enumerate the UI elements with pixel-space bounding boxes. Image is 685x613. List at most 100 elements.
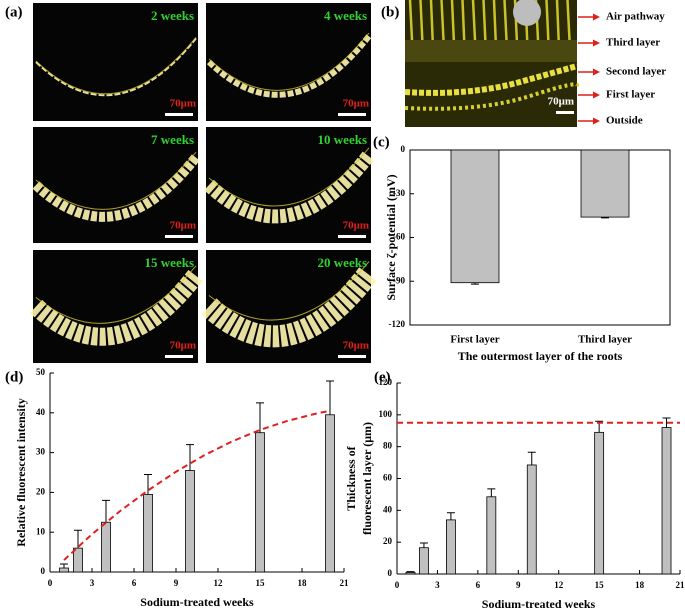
scale-bar (556, 111, 574, 114)
arrow-head (593, 91, 600, 99)
cell-wall (408, 0, 414, 41)
x-tick-label: 21 (340, 578, 350, 588)
y-tick-label: -30 (393, 188, 405, 198)
annotation: Air pathway (606, 11, 665, 23)
bar (101, 521, 111, 573)
micrograph (33, 250, 198, 363)
week-caption: 10 weeks (318, 132, 367, 147)
panel-label: (e) (374, 369, 391, 385)
x-tick-label: 9 (516, 580, 521, 590)
arrow-head (593, 39, 600, 47)
x-tick-label: 9 (174, 578, 179, 588)
x-tick-label: 15 (595, 580, 605, 590)
fluorescent-layer-edge (208, 147, 370, 207)
fluorescent-layer-edge (35, 265, 197, 324)
bar (185, 470, 195, 573)
panel-label: (c) (373, 134, 390, 150)
bar (143, 493, 153, 573)
x-tick-label: 0 (48, 578, 53, 588)
fluorescent-layer (206, 34, 372, 98)
scale-bar (338, 113, 366, 116)
error-bar (406, 571, 415, 573)
error-bar (102, 499, 110, 523)
x-tick-label: 18 (298, 578, 308, 588)
panel-label: (d) (5, 369, 23, 385)
error-bar (446, 512, 455, 520)
bar (73, 547, 83, 573)
y-tick-label: 30 (36, 447, 46, 457)
y-tick-label: 50 (36, 367, 46, 377)
y-tick-label: 80 (383, 441, 393, 451)
bar (446, 519, 456, 575)
y-tick-label: 40 (36, 407, 46, 417)
annotation: Second layer (606, 66, 666, 78)
scale-label: 70μm (170, 220, 196, 232)
fluorescent-layer (204, 150, 375, 224)
fluorescent-layer-edge (208, 32, 370, 91)
y-tick-label: -60 (393, 232, 405, 242)
x-tick-label: 0 (395, 580, 400, 590)
y-tick-label: -120 (389, 319, 406, 329)
plot-frame (409, 149, 671, 326)
annotation: Third layer (606, 37, 660, 49)
third-layer (405, 40, 577, 62)
bar (450, 149, 500, 284)
x-tick-label: 6 (132, 578, 137, 588)
cell-wall (471, 0, 477, 41)
error-bar (144, 473, 152, 495)
fluorescent-layer (35, 37, 197, 97)
y-axis-label: Surface ζ-potential (mV) (384, 174, 398, 300)
cell-wall (503, 0, 508, 41)
error-bar (662, 417, 671, 428)
x-tick-label: 6 (476, 580, 481, 590)
week-caption: 2 weeks (151, 8, 194, 23)
micrograph (206, 127, 371, 243)
x-tick-label: Third layer (578, 334, 632, 346)
panel-label: (b) (381, 4, 399, 20)
week-caption: 7 weeks (151, 132, 194, 147)
y-tick-label: 100 (379, 409, 393, 419)
error-bar (74, 529, 82, 549)
error-bar (186, 444, 194, 471)
cell-wall (482, 0, 487, 45)
week-caption: 15 weeks (145, 255, 194, 270)
fit-curve (63, 409, 331, 561)
cell-wall (450, 0, 456, 45)
first-layer (404, 82, 580, 111)
y-tick-label: 0 (401, 144, 406, 154)
annotation: First layer (606, 89, 655, 101)
y-tick-label: 20 (383, 536, 393, 546)
bar (486, 496, 497, 575)
arrow-head (593, 117, 600, 125)
panel-label: (a) (5, 4, 23, 20)
bar (580, 149, 630, 218)
fluorescent-layer (32, 154, 200, 222)
scale-bar (165, 235, 193, 238)
x-tick-label: 15 (256, 578, 266, 588)
y-tick-label: -90 (393, 275, 405, 285)
cell-wall (545, 0, 550, 45)
scale-bar (338, 355, 366, 358)
micrograph (33, 3, 198, 121)
fluorescent-layer-edge (35, 37, 197, 95)
fluorescent-layer-edge (208, 261, 370, 321)
bar (325, 414, 335, 573)
cell-wall (419, 0, 424, 45)
scale-label: 70μm (170, 340, 196, 352)
x-tick-label: 3 (435, 580, 440, 590)
y-tick-label: 0 (41, 566, 46, 576)
second-layer (404, 63, 578, 96)
scale-bar (165, 113, 193, 116)
scale-label: 70μm (343, 98, 369, 110)
error-bar (256, 402, 264, 433)
y-tick-label: 10 (36, 526, 46, 536)
error-bar (60, 563, 68, 569)
bar (594, 431, 605, 575)
x-tick-label: 12 (554, 580, 564, 590)
error-bar (419, 542, 428, 548)
bar (661, 427, 672, 575)
fluorescent-layer-edge (35, 151, 197, 210)
cell-wall (440, 0, 445, 41)
week-caption: 20 weeks (318, 255, 367, 270)
fluorescent-layer (29, 269, 204, 346)
